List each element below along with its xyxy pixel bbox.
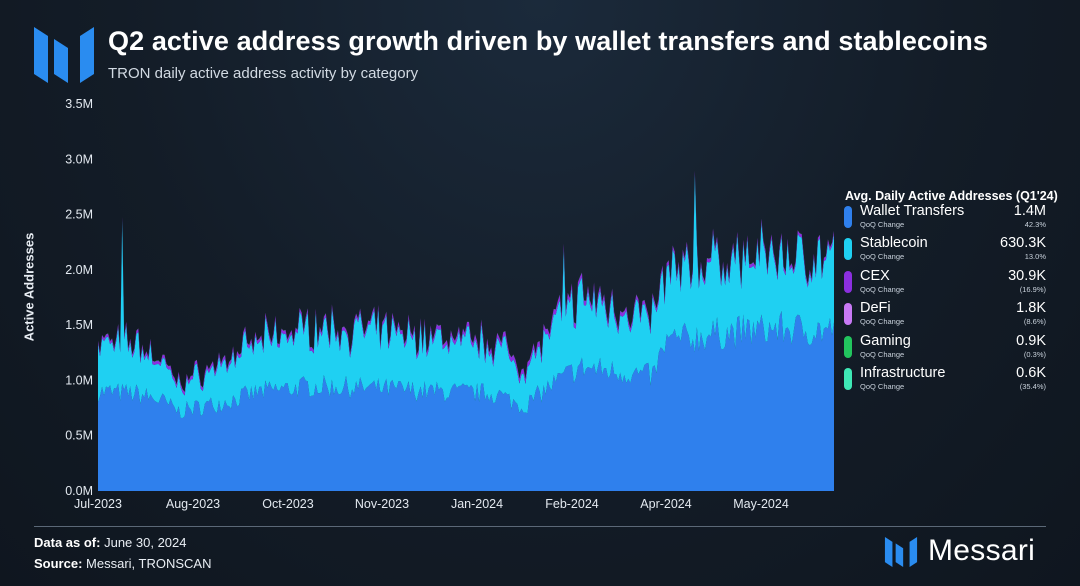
- legend-item-change: (8.6%): [1023, 317, 1046, 327]
- legend-swatch: [844, 335, 852, 358]
- legend-swatch: [844, 206, 852, 228]
- x-tick-label: Feb-2024: [545, 497, 599, 511]
- legend-change-label: QoQ Change: [860, 349, 905, 359]
- x-axis-ticks: Jul-2023 Aug-2023 Oct-2023 Nov-2023 Jan-2024…: [74, 497, 789, 511]
- x-tick-label: Jan-2024: [451, 497, 503, 511]
- messari-brand-icon: [884, 537, 918, 567]
- legend-swatch: [844, 303, 852, 326]
- legend-item-value: 0.6K: [1016, 364, 1046, 381]
- footer-divider: [34, 526, 1046, 527]
- legend: Avg. Daily Active Addresses (Q1'24) Wall…: [844, 189, 1076, 397]
- legend-item-change: (0.3%): [1023, 349, 1046, 359]
- legend-change-label: QoQ Change: [860, 284, 905, 294]
- source-value: Messari, TRONSCAN: [86, 556, 212, 571]
- legend-item-gaming: Gaming QoQ Change 0.9K (0.3%): [844, 333, 1076, 365]
- brand-name: Messari: [928, 534, 1036, 567]
- series-area-stablecoin: [98, 174, 834, 419]
- y-tick-label: 3.5M: [65, 97, 93, 111]
- legend-change-label: QoQ Change: [860, 252, 905, 262]
- x-tick-label: May-2024: [733, 497, 789, 511]
- y-tick-label: 1.5M: [65, 318, 93, 332]
- legend-item-label: Stablecoin: [860, 235, 928, 252]
- x-tick-label: Oct-2023: [262, 497, 313, 511]
- data-as-of: Data as of: June 30, 2024: [34, 535, 187, 550]
- legend-item-value: 0.9K: [1016, 332, 1046, 349]
- legend-item-label: DeFi: [860, 300, 891, 317]
- legend-item-infrastructure: Infrastructure QoQ Change 0.6K (35.4%): [844, 365, 1076, 397]
- data-as-of-label: Data as of:: [34, 535, 101, 550]
- data-as-of-value: June 30, 2024: [104, 535, 187, 550]
- y-tick-label: 1.0M: [65, 373, 93, 387]
- series-area-wallet-transfers: [98, 310, 834, 491]
- series-area-cex: [98, 170, 834, 396]
- legend-swatch: [844, 238, 852, 261]
- legend-change-label: QoQ Change: [860, 220, 905, 229]
- legend-item-value: 630.3K: [1000, 235, 1046, 252]
- messari-logo-icon: [34, 27, 94, 83]
- legend-item-defi: DeFi QoQ Change 1.8K (8.6%): [844, 300, 1076, 332]
- x-tick-label: Jul-2023: [74, 497, 122, 511]
- legend-item-change: 13.0%: [1024, 252, 1046, 262]
- legend-item-label: CEX: [860, 267, 890, 284]
- y-axis-title: Active Addresses: [21, 232, 37, 342]
- x-tick-label: Nov-2023: [355, 497, 409, 511]
- source: Source: Messari, TRONSCAN: [34, 556, 211, 571]
- source-label: Source:: [34, 556, 83, 571]
- legend-item-change: 42.3%: [1024, 220, 1046, 229]
- legend-item-value: 30.9K: [1008, 267, 1046, 284]
- y-tick-label: 0.0M: [65, 484, 93, 498]
- legend-item-stablecoin: Stablecoin QoQ Change 630.3K 13.0%: [844, 235, 1076, 267]
- legend-item-value: 1.8K: [1016, 300, 1046, 317]
- brand-logo: Messari: [884, 534, 1046, 568]
- legend-swatch: [844, 270, 852, 293]
- page-title: Q2 active address growth driven by walle…: [108, 26, 988, 56]
- legend-item-change: (16.9%): [1019, 284, 1046, 294]
- legend-change-label: QoQ Change: [860, 317, 905, 327]
- legend-change-label: QoQ Change: [860, 381, 905, 391]
- legend-swatch: [844, 367, 852, 390]
- y-tick-label: 2.5M: [65, 208, 93, 222]
- x-tick-label: Apr-2024: [640, 497, 691, 511]
- y-tick-label: 2.0M: [65, 263, 93, 277]
- legend-title: Avg. Daily Active Addresses (Q1'24): [845, 189, 1058, 203]
- legend-item-label: Wallet Transfers: [860, 203, 965, 219]
- y-axis-ticks: 0.0M 0.5M 1.0M 1.5M 2.0M 2.5M 3.0M 3.5M: [65, 97, 93, 498]
- legend-item-cex: CEX QoQ Change 30.9K (16.9%): [844, 268, 1076, 300]
- page-subtitle: TRON daily active address activity by ca…: [108, 65, 419, 82]
- legend-item-wallet-transfers: Wallet Transfers QoQ Change 1.4M 42.3%: [844, 203, 1076, 235]
- legend-item-label: Gaming: [860, 332, 911, 349]
- legend-item-change: (35.4%): [1019, 381, 1046, 391]
- y-tick-label: 3.0M: [65, 152, 93, 166]
- legend-item-label: Infrastructure: [860, 364, 946, 381]
- chart-areas: [98, 170, 834, 491]
- y-tick-label: 0.5M: [65, 429, 93, 443]
- legend-item-value: 1.4M: [1013, 203, 1046, 219]
- x-tick-label: Aug-2023: [166, 497, 220, 511]
